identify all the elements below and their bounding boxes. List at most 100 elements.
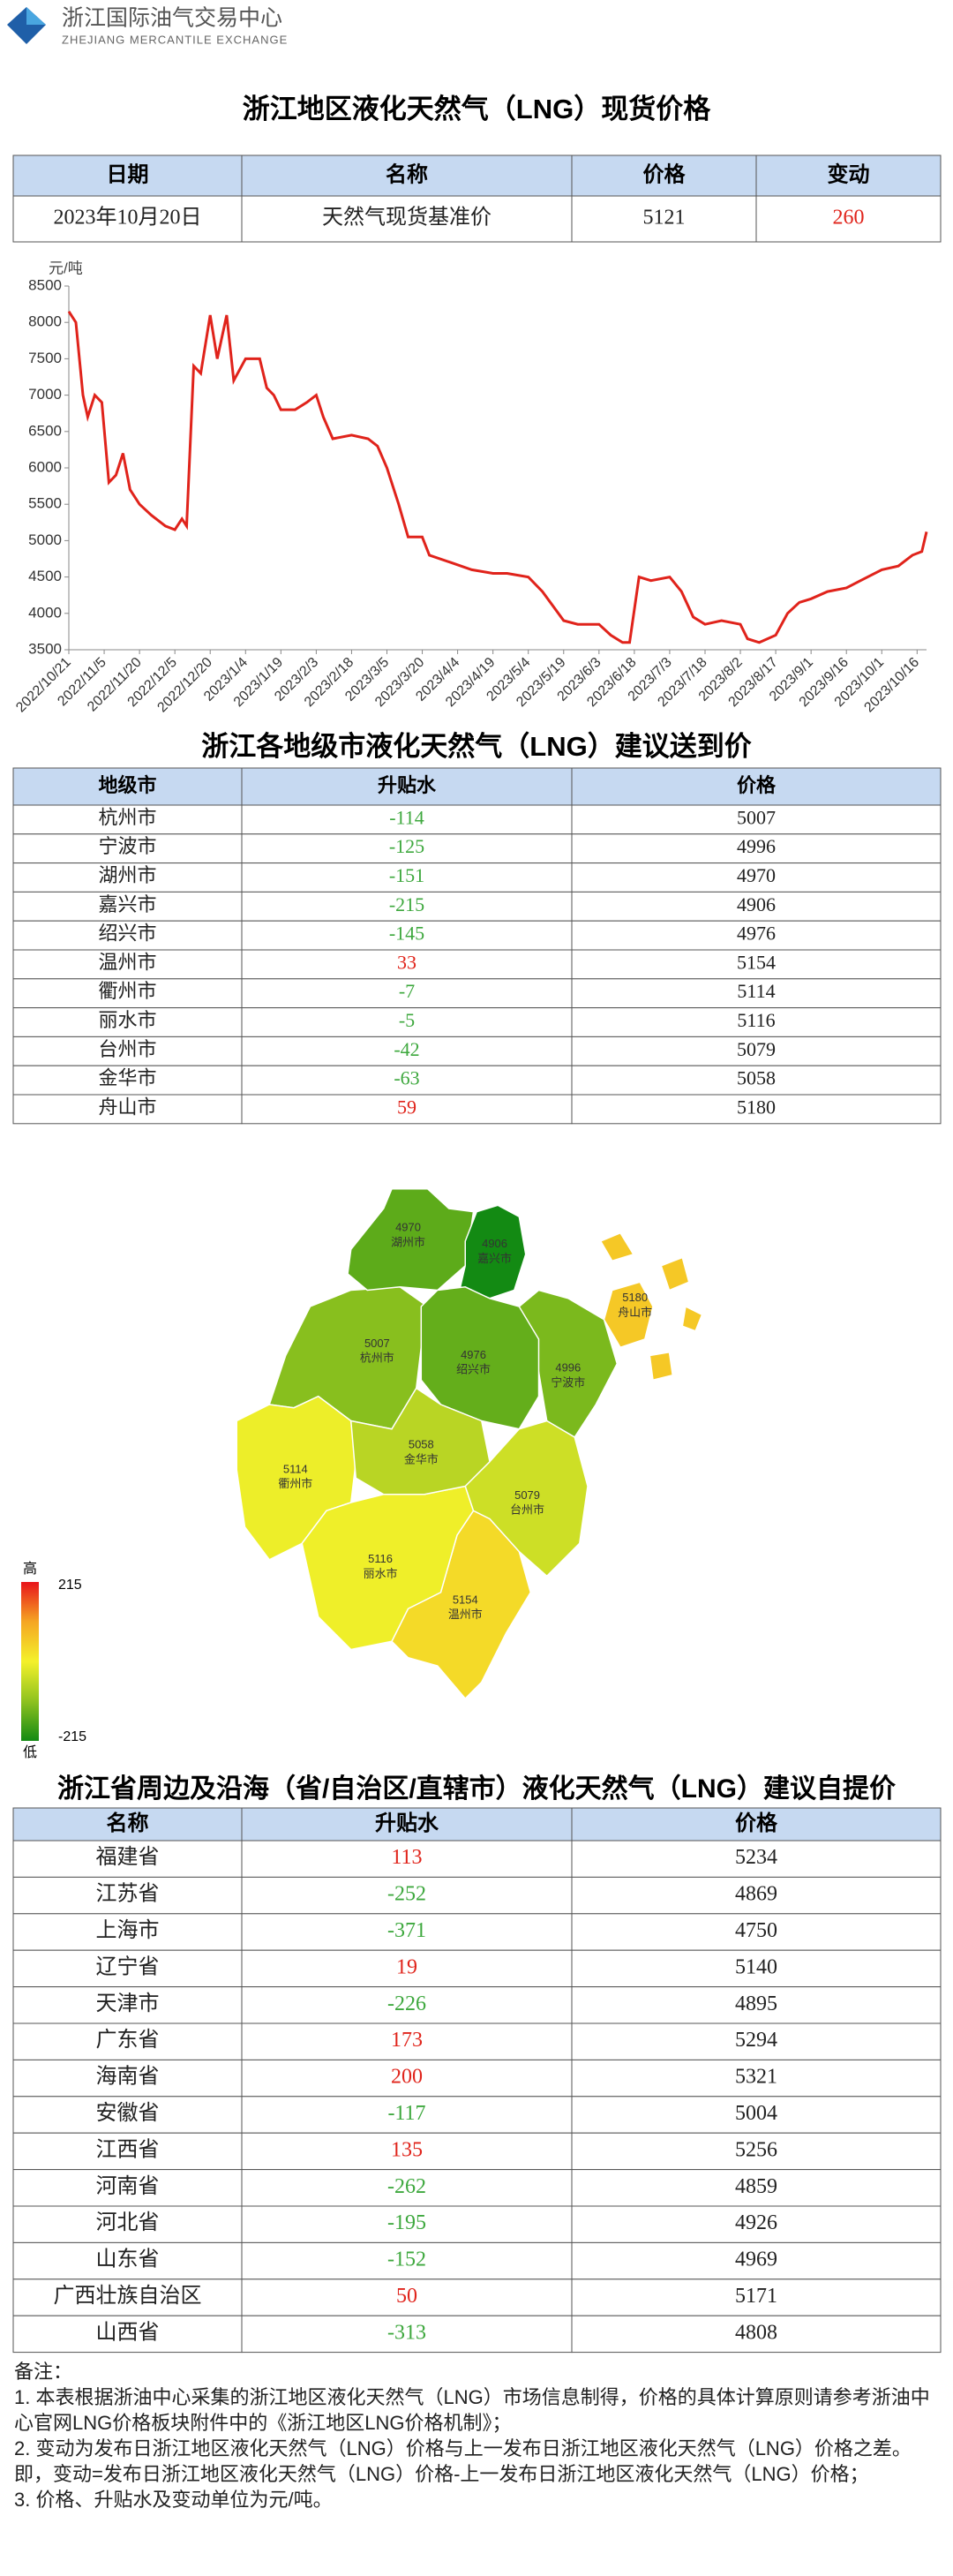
y-tick-label: 5500 [28,495,62,512]
y-tick-label: 6500 [28,422,62,439]
cell-text: 金华市 [98,1067,156,1089]
cell [241,2169,573,2207]
cell-text: 5140 [735,1955,777,1978]
notes: 备注： 1. 本表根据浙油中心采集的浙江地区液化天然气（LNG）市场信息制得，价… [14,2359,941,2512]
map-city: 宁波市 [551,1375,585,1389]
cell-text: 200 [391,2066,423,2089]
map-region [349,1387,491,1495]
cell-text: 4895 [735,1992,777,2015]
header-text: 价格 [643,162,687,186]
cell [571,2169,942,2207]
note: 3. 价格、升贴水及变动单位为元/吨。 [14,2489,333,2511]
legend-max: 215 [58,1578,82,1593]
cell-text: 19 [396,1955,417,1978]
note: 1. 本表根据浙油中心采集的浙江地区液化天然气（LNG）市场信息制得，价格的具体… [14,2386,930,2434]
cell [241,804,573,835]
cell-text: 5171 [735,2285,777,2308]
cell-text: 2023年10月20日 [54,206,202,230]
cell [241,2132,573,2171]
map-price: 5114 [283,1462,308,1475]
header-text: 价格 [737,774,777,796]
legend-high: 高 [23,1561,37,1577]
map-region [518,1289,619,1438]
cell-text: 59 [397,1096,416,1118]
cell [12,2278,243,2316]
map-region [599,1232,634,1262]
header-cell [241,154,573,197]
cell [241,862,573,893]
cell [241,2059,573,2098]
cell-text: 舟山市 [98,1096,156,1118]
cell-text: -117 [387,2102,425,2125]
cell [12,2059,243,2098]
map-city: 金华市 [404,1452,439,1465]
cell [241,2315,573,2354]
cell [571,1007,942,1037]
map-price: 4976 [461,1348,486,1361]
y-tick-label: 7500 [28,350,62,366]
cell [12,1036,243,1066]
cell-text: -42 [394,1038,419,1060]
cities-title: 浙江各地级市液化天然气（LNG）建议送到价 [201,731,751,762]
header-text: 升贴水 [378,774,437,796]
map-city: 丽水市 [364,1567,398,1580]
cell-text: 4808 [735,2321,777,2344]
cell-text: 绍兴市 [98,923,156,945]
map-city: 台州市 [510,1503,544,1517]
map-region [649,1351,674,1382]
cell [571,949,942,980]
header-text: 地级市 [98,774,156,796]
map-city: 杭州市 [360,1352,394,1365]
cell [12,2096,243,2134]
cell-text: 4976 [737,923,776,945]
map-region [420,1286,540,1430]
y-tick-label: 8500 [28,276,62,293]
y-tick-label: 5000 [28,531,62,548]
cell-text: 4969 [735,2248,777,2271]
cell [571,2059,942,2098]
cell [241,978,573,1009]
cell-text: 温州市 [98,951,156,973]
map-city: 舟山市 [618,1306,652,1319]
cell [241,949,573,980]
cell-text: 4926 [735,2211,777,2234]
map-price: 4906 [482,1237,507,1250]
cell-text: -262 [387,2175,426,2198]
legend-low: 低 [23,1744,37,1760]
cell-text: 杭州市 [98,806,156,828]
cell-text: 江西省 [96,2137,160,2161]
y-tick-label: 3500 [28,640,62,657]
map-price: 5116 [368,1552,393,1565]
cell-text: 5007 [737,806,776,828]
cell-text: -151 [389,864,424,886]
cell-text: 河南省 [96,2174,160,2198]
cell [12,1007,243,1037]
cell-text: 173 [391,2029,423,2052]
header-text: 名称 [386,162,428,186]
cell-text: 4859 [735,2175,777,2198]
cell-text: -114 [389,806,424,828]
cell-text: 天然气现货基准价 [322,206,492,230]
map-city: 湖州市 [391,1235,425,1248]
cell [571,978,942,1009]
cell-text: 宁波市 [98,835,156,857]
cell-text: 4869 [735,1883,777,1906]
logo-icon-part [26,7,46,25]
cell [571,2241,942,2280]
cell [241,920,573,951]
cell [571,2096,942,2134]
map-price: 4970 [395,1221,421,1234]
cell [241,195,573,243]
cell [12,2022,243,2060]
cell [241,1949,573,1988]
cell-text: 5114 [737,980,775,1002]
map-region [681,1305,703,1332]
cell [241,1007,573,1037]
cell [571,1876,942,1915]
org-name-en: ZHEJIANG MERCANTILE EXCHANGE [62,33,288,46]
cell-text: 山东省 [96,2248,160,2271]
cell-text: 天津市 [96,1992,160,2015]
cell-text: 4996 [737,835,776,857]
cell-text: 113 [391,1846,422,1869]
